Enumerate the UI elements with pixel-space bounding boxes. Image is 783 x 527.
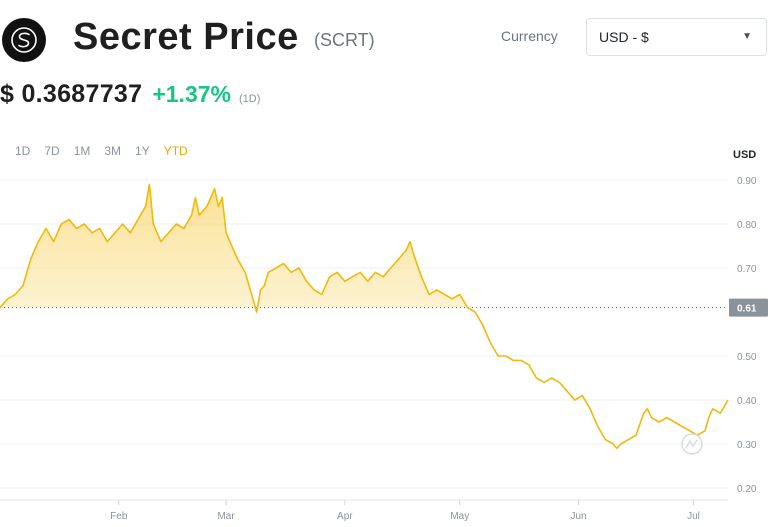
range-tab-3m[interactable]: 3M (104, 144, 122, 158)
y-tick-label: 0.30 (737, 440, 757, 451)
range-tab-ytd[interactable]: YTD (163, 144, 188, 158)
y-tick-label: 0.20 (737, 484, 757, 495)
price-row: $ 0.3687737 +1.37% (1D) (0, 80, 260, 109)
range-tab-1y[interactable]: 1Y (135, 144, 150, 158)
y-tick-label: 0.80 (737, 220, 757, 231)
y-axis-unit-label: USD (733, 149, 757, 161)
x-tick-label: May (450, 511, 469, 522)
range-tabs: 1D 7D 1M 3M 1Y YTD (8, 144, 195, 158)
price-area-fill (0, 184, 728, 308)
change-period: (1D) (238, 93, 261, 105)
currency-select-value: USD - $ (599, 29, 649, 45)
x-tick-label: Apr (337, 511, 353, 522)
area-layer (0, 184, 728, 308)
y-tick-label: 0.70 (737, 264, 757, 275)
current-price: $ 0.3687737 (0, 80, 143, 108)
currency-select[interactable]: USD - $ ▼ (586, 18, 767, 56)
x-tick-label: Jul (687, 511, 700, 522)
x-tick-label: Feb (110, 511, 128, 522)
y-tick-label: 0.40 (737, 396, 757, 407)
range-tab-7d[interactable]: 7D (44, 144, 60, 158)
price-change: +1.37% (152, 81, 231, 107)
page-title: Secret Price (73, 16, 299, 58)
range-tab-1m[interactable]: 1M (73, 144, 91, 158)
x-tick-label: Jun (571, 511, 587, 522)
y-axis: 0.90 0.80 0.70 0.50 0.40 0.30 0.20 (737, 176, 757, 495)
range-tab-1d[interactable]: 1D (15, 144, 31, 158)
chevron-down-icon: ▼ (742, 31, 752, 42)
reference-layer: 0.61 (0, 298, 768, 317)
reference-badge-label: 0.61 (737, 304, 757, 315)
line-layer (0, 183, 729, 450)
reference-badge (729, 298, 768, 317)
secret-network-logo-icon (2, 18, 46, 62)
x-tick-label: Mar (217, 511, 235, 522)
price-line (0, 183, 729, 450)
currency-label: Currency (501, 28, 558, 44)
ticker-symbol: (SCRT) (314, 30, 375, 50)
x-axis: Feb Mar Apr May Jun Jul (110, 500, 700, 522)
grid-lines (0, 179, 728, 501)
y-tick-label: 0.90 (737, 176, 757, 187)
coingecko-watermark-icon (681, 433, 703, 455)
y-tick-label: 0.50 (737, 352, 757, 363)
